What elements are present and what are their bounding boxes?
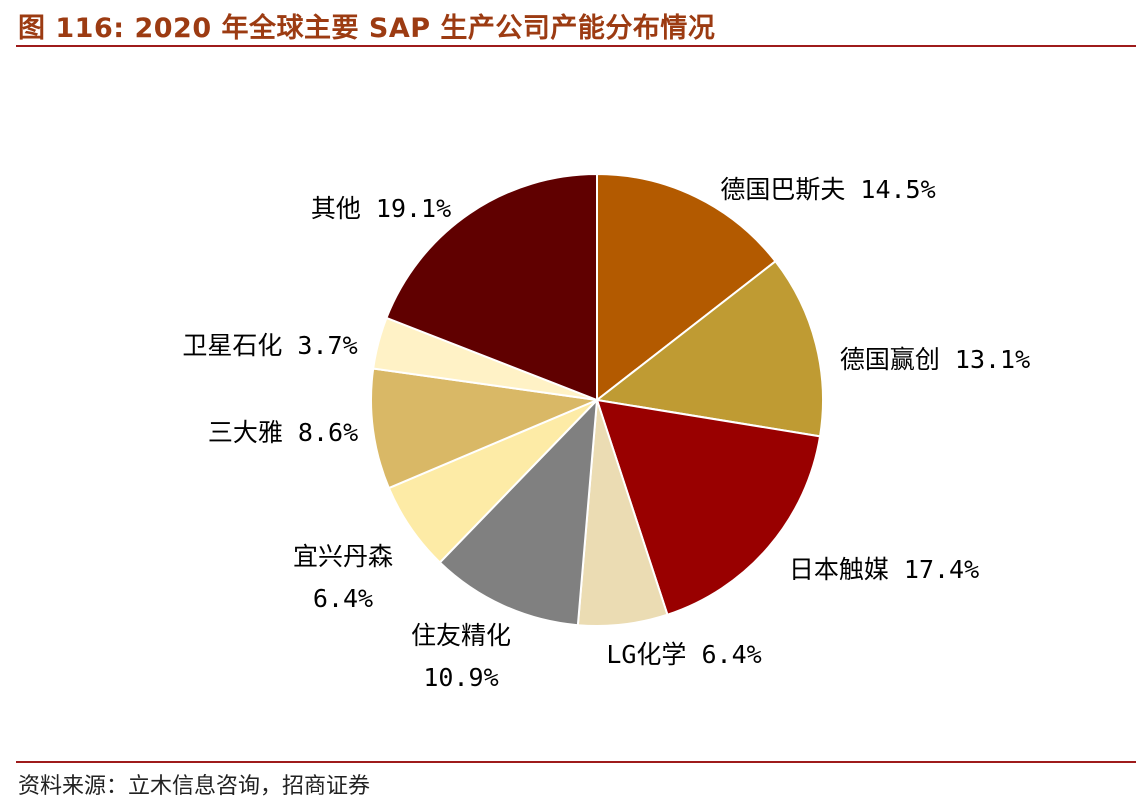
chart-title: 图 116: 2020 年全球主要 SAP 生产公司产能分布情况: [18, 13, 716, 44]
slice-label-6: 宜兴丹森: [293, 542, 393, 571]
pie-slice-7: [370, 367, 601, 490]
pie-slice-3: [595, 398, 822, 617]
footer-divider: [16, 761, 1136, 763]
slice-label-6-value: 6.4%: [313, 584, 373, 613]
slice-label-2: 德国赢创 13.1%: [840, 345, 1030, 374]
slice-label-5-value: 10.9%: [423, 663, 498, 692]
pie-slice-5: [438, 397, 599, 627]
slice-label-4: LG化学 6.4%: [606, 640, 761, 669]
pie-slice-9: [385, 172, 598, 402]
pie-slice-2: [594, 259, 824, 438]
slice-label-9: 其他 19.1%: [311, 194, 451, 223]
pie-slice-1: [596, 172, 777, 403]
source-note: 资料来源：立木信息咨询，招商证券: [18, 774, 371, 799]
slice-label-8: 卫星石化 3.7%: [182, 331, 357, 360]
title-divider: [16, 45, 1136, 47]
slice-label-1: 德国巴斯夫 14.5%: [720, 175, 935, 204]
slice-label-7: 三大雅 8.6%: [208, 418, 358, 447]
slice-label-5: 住友精化: [411, 621, 511, 650]
slice-label-3: 日本触媒 17.4%: [789, 555, 979, 584]
